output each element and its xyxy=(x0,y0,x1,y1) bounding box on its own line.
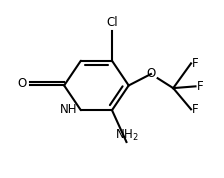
Text: O: O xyxy=(146,67,156,80)
Text: F: F xyxy=(197,80,203,93)
Text: F: F xyxy=(192,57,199,70)
Text: NH: NH xyxy=(60,103,78,116)
Text: F: F xyxy=(192,103,199,116)
Text: O: O xyxy=(18,77,27,90)
Text: Cl: Cl xyxy=(106,16,118,29)
Text: NH$_2$: NH$_2$ xyxy=(114,128,138,143)
